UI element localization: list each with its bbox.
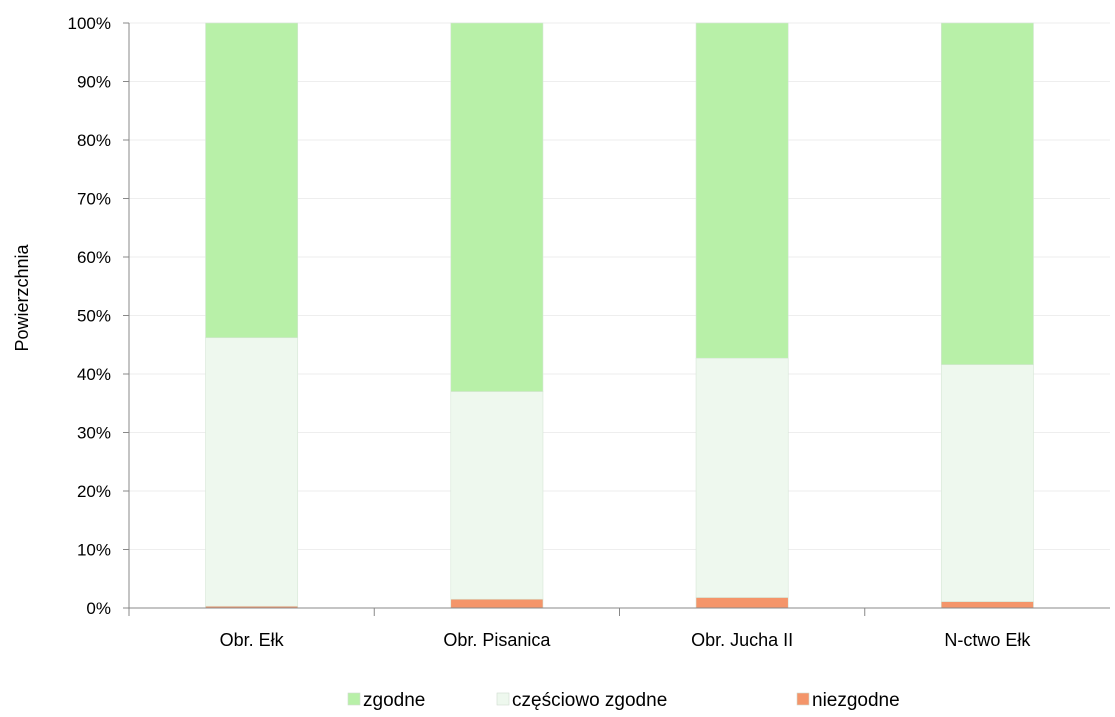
y-tick-label: 60% [77,248,111,267]
bar-segment-częściowo-zgodne [695,357,789,598]
bar-segment-zgodne [695,22,789,359]
y-tick-labels: 0% 10% 20% 30% 40% 50% 60% 70% 80% 90% 100% [68,14,111,618]
legend-label: niezgodne [812,690,900,711]
y-tick-label: 50% [77,307,111,326]
axes [123,22,1110,616]
y-tick-label: 90% [77,73,111,92]
y-tick-label: 70% [77,190,111,209]
y-tick-label: 80% [77,131,111,150]
y-axis-label: Powierzchnia [12,243,32,351]
legend-swatch [796,692,810,706]
y-tick-label: 10% [77,541,111,560]
bar-segment-zgodne [205,22,299,339]
bar-segment-niezgodne [450,598,544,609]
x-category-label: Obr. Pisanica [443,630,551,650]
bar-segment-zgodne [450,22,544,392]
legend: zgodne częściowo zgodne niezgodne [347,690,900,711]
bar-segment-niezgodne [695,597,789,609]
y-tick-label: 30% [77,424,111,443]
y-tick-label: 40% [77,365,111,384]
legend-label: częściowo zgodne [512,690,667,711]
legend-swatch [347,692,361,706]
bar-segment-niezgodne [940,601,1034,609]
y-tick-label: 100% [68,14,111,33]
bar-segment-zgodne [940,22,1034,365]
bar-segment-częściowo-zgodne [940,364,1034,602]
y-tick-label: 0% [86,599,111,618]
x-category-label: Obr. Ełk [220,630,285,650]
bar-segment-częściowo-zgodne [450,391,544,600]
y-tick-label: 20% [77,482,111,501]
legend-label: zgodne [363,690,425,711]
bars [205,22,1034,609]
bar-segment-częściowo-zgodne [205,337,299,607]
x-category-labels: Obr. Ełk Obr. Pisanica Obr. Jucha II N-ctwo… [220,630,1032,650]
legend-swatch [496,692,510,706]
x-category-label: N-ctwo Ełk [944,630,1031,650]
x-category-label: Obr. Jucha II [691,630,793,650]
